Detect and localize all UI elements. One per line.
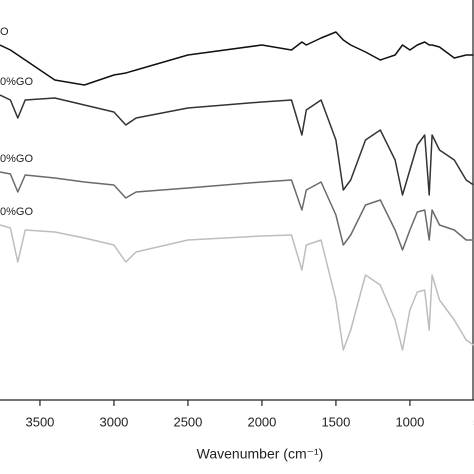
x-tick-label: 1500 [321, 414, 350, 429]
spectrum-line [0, 171, 474, 251]
x-tick-label: 3500 [25, 414, 54, 429]
series-label: 0%GO [0, 153, 33, 165]
spectrum-line [0, 224, 474, 351]
x-tick-label: 2500 [173, 414, 202, 429]
series-label: 0%GO [0, 206, 33, 218]
spectrum-line [0, 94, 474, 196]
x-tick-label: 3000 [99, 414, 128, 429]
x-tick-label: 1000 [395, 414, 424, 429]
x-tick-label: 2000 [247, 414, 276, 429]
x-axis-label: Wavenumber (cm⁻¹) [197, 446, 324, 462]
series-label: O [0, 26, 9, 38]
spectrum-line [0, 31, 474, 86]
series-label: 0%GO [0, 76, 33, 88]
